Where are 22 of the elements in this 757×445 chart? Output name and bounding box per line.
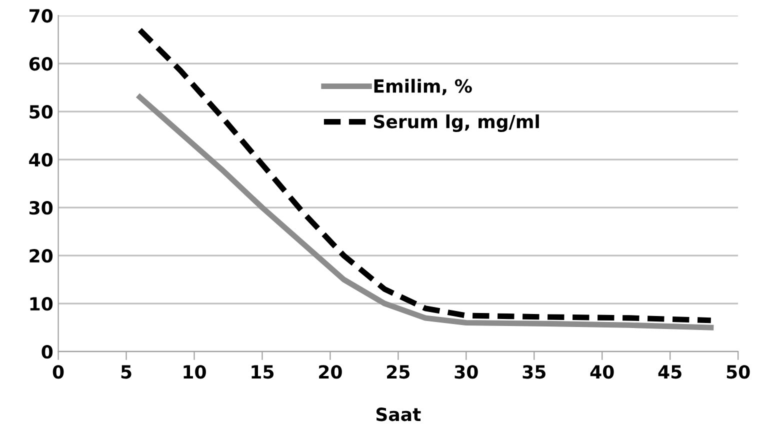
x-tick-label: 25 [387,365,410,379]
x-axis-title: Saat [376,408,421,422]
x-tick-label: 30 [454,365,478,379]
y-tick-label: 60 [29,57,53,71]
x-tick-label: 15 [252,365,274,379]
x-tick-label: 45 [658,365,682,379]
legend-label: Serum lg, mg/ml [374,114,539,132]
legend-label: Emilim, % [374,78,472,96]
x-tick-label: 10 [184,365,206,379]
y-tick-label: 70 [30,9,53,23]
x-tick-label: 5 [121,365,132,379]
x-tick-label: 40 [590,365,614,379]
y-tick-label: 50 [30,105,53,119]
x-tick-label: 50 [726,365,750,379]
x-tick-label: 35 [522,365,546,379]
y-tick-label: 40 [29,153,53,167]
x-tick-label: 0 [52,365,64,379]
y-tick-label: 20 [30,249,53,263]
y-tick-label: 0 [42,345,53,359]
x-tick-label: 20 [319,365,342,379]
y-tick-label: 30 [30,201,53,215]
y-tick-label: 10 [30,297,53,311]
